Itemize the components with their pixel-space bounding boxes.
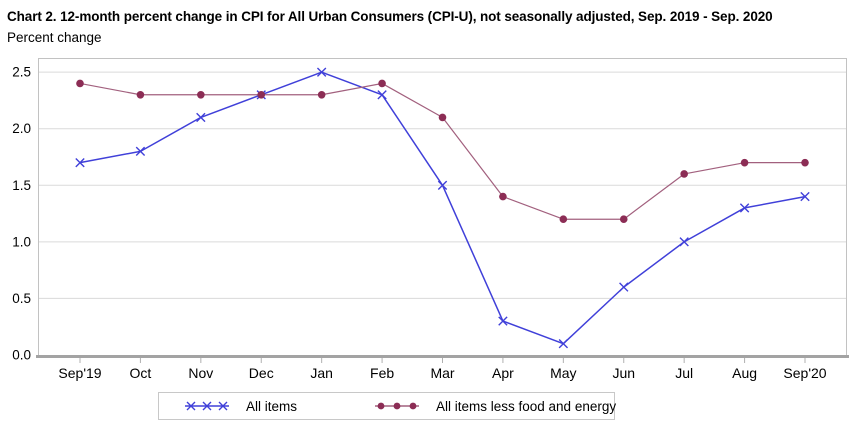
y-tick-label: 2.5 (12, 65, 31, 80)
line-chart-plot-area: 0.0 0.5 1.0 1.5 2.0 2.5 Sep'19 Oct Nov Dec Jan Feb M… (12, 58, 849, 381)
x-marker-icon (377, 90, 387, 100)
x-marker-icon (75, 157, 85, 168)
x-marker-icon (202, 401, 212, 411)
x-tick-label: Nov (188, 365, 213, 381)
chart-legend: All items All items less food and energy (158, 392, 616, 420)
dot-marker-icon (801, 158, 809, 167)
plot-border (36, 58, 849, 358)
x-marker-icon (619, 282, 629, 292)
dot-marker-icon (377, 402, 385, 410)
x-tick-label: Apr (492, 365, 514, 381)
dot-marker-icon (257, 90, 266, 99)
x-marker-icon (739, 203, 750, 213)
x-marker-icon (218, 401, 228, 411)
x-marker-icon (679, 237, 689, 247)
x-marker-icon (498, 316, 508, 326)
x-tick-label: May (550, 365, 576, 381)
all-items-line-swatch-icon (185, 401, 229, 411)
legend-label-all-items: All items (246, 398, 298, 414)
x-axis-ticks (79, 358, 806, 363)
dot-marker-icon (680, 170, 688, 178)
legend-label-core: All items less food and energy (436, 398, 617, 414)
dot-marker-icon (197, 90, 205, 99)
x-tick-label: Aug (732, 365, 757, 381)
x-tick-label: Feb (370, 365, 394, 381)
dot-marker-icon (438, 113, 447, 122)
y-tick-label: 1.0 (12, 234, 31, 249)
legend-entry-core: All items less food and energy (373, 393, 616, 419)
series-all-items (75, 67, 810, 349)
x-tick-label: Sep'20 (783, 365, 826, 381)
core-line-swatch-icon (375, 402, 419, 410)
x-tick-label: Jul (675, 365, 693, 381)
y-tick-label: 1.5 (12, 178, 31, 193)
x-marker-icon (135, 146, 146, 157)
dot-marker-icon (559, 215, 568, 224)
dot-marker-icon (499, 192, 507, 201)
plot-background (38, 58, 847, 355)
x-tick-label: Sep'19 (58, 365, 101, 381)
dot-marker-icon (378, 79, 386, 88)
x-axis-tick-labels: Sep'19 Oct Nov Dec Jan Feb Mar Apr May Jun Jul Aug S… (58, 365, 826, 381)
x-tick-label: Oct (130, 365, 152, 381)
dot-marker-icon (136, 90, 145, 99)
x-tick-label: Mar (430, 365, 454, 381)
x-marker-icon (437, 180, 448, 190)
x-marker-icon (186, 401, 196, 411)
y-axis-tick-labels: 0.0 0.5 1.0 1.5 2.0 2.5 (12, 65, 31, 363)
x-marker-icon (316, 67, 327, 77)
chart-title: Chart 2. 12-month percent change in CPI … (7, 9, 773, 24)
y-tick-label: 2.0 (12, 121, 31, 136)
series-all-items-less-food-and-energy (76, 79, 809, 224)
legend-entry-all-items: All items (183, 393, 297, 419)
dot-marker-icon (76, 79, 84, 88)
dot-marker-icon (317, 90, 326, 99)
y-tick-label: 0.5 (12, 291, 31, 306)
x-marker-icon (558, 338, 569, 349)
x-tick-label: Jun (612, 365, 635, 381)
dot-marker-icon (619, 215, 628, 224)
x-marker-icon (800, 191, 810, 202)
x-tick-label: Dec (249, 365, 274, 381)
y-tick-label: 0.0 (12, 348, 31, 363)
y-axis-title: Percent change (7, 30, 102, 45)
dot-marker-icon (409, 402, 417, 410)
dot-marker-icon (740, 158, 749, 167)
x-marker-icon (196, 112, 206, 123)
x-tick-label: Jan (310, 365, 333, 381)
dot-marker-icon (393, 402, 401, 410)
